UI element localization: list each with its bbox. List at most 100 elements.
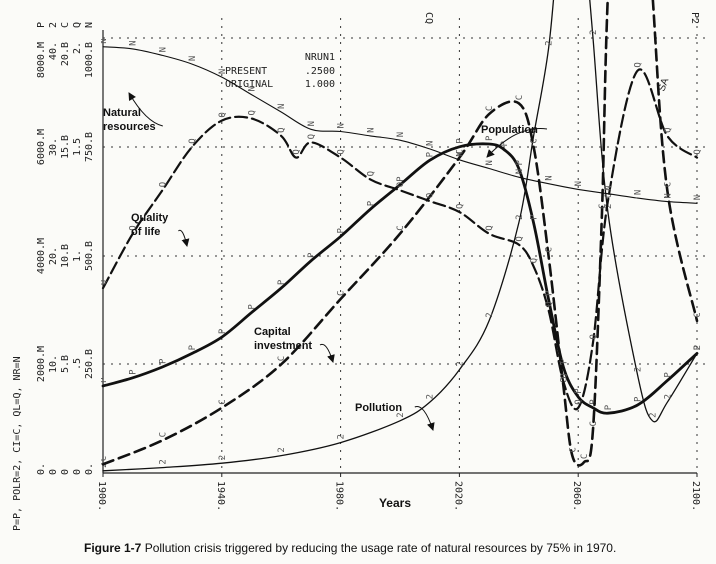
data-point-population: P bbox=[545, 290, 555, 296]
data-point-quality-of-life: Q bbox=[337, 149, 347, 154]
data-point-natural-resources: N bbox=[277, 104, 287, 109]
data-point-natural-resources: N bbox=[604, 185, 614, 190]
series-quality-of-life: Q Q Q Q Q Q Q Q Q Q Q Q Q Q Q Q Q Q Q Q Q Q Q Q Q bbox=[99, 62, 703, 411]
annotation-arrow bbox=[486, 128, 548, 158]
data-point-population: P bbox=[530, 214, 540, 220]
data-point-natural-resources: N bbox=[515, 169, 525, 174]
y-tick-label: 750.B bbox=[84, 132, 95, 162]
y-tick-label: 10.B bbox=[60, 244, 71, 268]
data-point-pollution: 2 bbox=[693, 345, 703, 350]
annotation-pollution: Pollution bbox=[355, 402, 435, 431]
data-point-capital-investment: C bbox=[568, 447, 578, 452]
data-point-population: P bbox=[604, 404, 614, 410]
series-line-capital-investment bbox=[101, 0, 699, 467]
y-scale-symbol: Q bbox=[72, 22, 83, 28]
data-point-pollution: 2 bbox=[545, 40, 555, 45]
data-point-quality-of-life: Q bbox=[515, 236, 525, 241]
chart: 1900. 1940. 1980. 2020. 2060. 2100.Years0.200… bbox=[12, 0, 705, 530]
data-point-quality-of-life: Q bbox=[634, 62, 644, 67]
data-point-capital-investment: C bbox=[693, 312, 703, 317]
data-point-pollution: 2 bbox=[277, 447, 287, 452]
y-scale-symbol: C bbox=[60, 22, 71, 28]
y-tick-label: 20.B bbox=[60, 42, 71, 66]
data-point-natural-resources: N bbox=[99, 38, 109, 43]
data-point-natural-resources: N bbox=[663, 193, 673, 198]
y-tick-label: 6000.M bbox=[36, 129, 47, 165]
data-point-natural-resources: N bbox=[158, 47, 168, 52]
data-point-quality-of-life: Q bbox=[455, 204, 465, 209]
data-point-natural-resources: N bbox=[634, 190, 644, 195]
y-scale-4: 0. 250.B 500.B 750.B 1000.B N bbox=[84, 22, 95, 475]
data-point-population: P bbox=[396, 176, 406, 182]
y-tick-label: 1000.B bbox=[84, 42, 95, 78]
data-point-capital-investment: C bbox=[559, 378, 569, 383]
y-tick-label: 2. bbox=[72, 42, 83, 54]
data-point-pollution: 2 bbox=[455, 361, 465, 366]
top-marker-cq: CQ bbox=[423, 12, 434, 24]
data-point-population: P bbox=[663, 372, 673, 378]
data-point-natural-resources: N bbox=[248, 86, 258, 91]
x-tick-label: 2100. bbox=[690, 481, 701, 511]
y-tick-label: 15.B bbox=[60, 135, 71, 159]
annotation-label: Pollution bbox=[355, 402, 402, 414]
data-point-pollution: 2 bbox=[530, 127, 540, 132]
data-point-capital-investment: C bbox=[530, 138, 540, 143]
x-tick-label: 2060. bbox=[571, 481, 582, 511]
annotation-arrow bbox=[319, 343, 335, 363]
data-point-natural-resources: N bbox=[485, 160, 495, 165]
data-point-quality-of-life: Q bbox=[366, 171, 376, 176]
x-tick-label: 1980. bbox=[334, 481, 345, 511]
data-point-natural-resources: N bbox=[545, 175, 555, 180]
series-pollution: 2 2 2 2 2 2 2 2 2 2 2 2 2 2 2 2 2 2 bbox=[101, 0, 703, 472]
run-param-label: ORIGINAL bbox=[225, 79, 273, 90]
data-point-population: P bbox=[366, 200, 376, 206]
series-line-population bbox=[101, 142, 699, 415]
data-point-pollution: 2 bbox=[634, 367, 644, 372]
data-point-natural-resources: N bbox=[396, 132, 406, 137]
data-point-quality-of-life: Q bbox=[663, 127, 673, 132]
annotation-label: Quality bbox=[131, 212, 169, 224]
data-point-pollution: 2 bbox=[426, 394, 436, 399]
y-tick-label: 500.B bbox=[84, 241, 95, 271]
data-point-natural-resources: N bbox=[307, 121, 317, 126]
data-point-capital-investment: C bbox=[589, 421, 599, 426]
series-natural-resources: N N N N N N N N N N N N N N N N N N N N N bbox=[99, 38, 703, 204]
y-tick-label: 10. bbox=[48, 355, 59, 373]
y-scale-symbol: N bbox=[84, 22, 95, 28]
data-point-quality-of-life: Q bbox=[99, 280, 109, 285]
y-tick-label: 1.5 bbox=[72, 138, 83, 156]
data-point-population: P bbox=[574, 388, 584, 394]
data-point-quality-of-life: Q bbox=[129, 225, 139, 230]
series-line-natural-resources bbox=[102, 46, 698, 204]
data-point-capital-investment: C bbox=[455, 149, 465, 154]
data-point-population: P bbox=[188, 344, 198, 350]
y-tick-label: 250.B bbox=[84, 349, 95, 379]
data-point-capital-investment: C bbox=[277, 356, 287, 361]
y-tick-label: 1. bbox=[72, 250, 83, 262]
data-point-quality-of-life: Q bbox=[693, 149, 703, 154]
data-point-population: P bbox=[515, 160, 525, 166]
data-point-population: P bbox=[307, 252, 317, 258]
annotation-natural-resources: Natural resources bbox=[103, 92, 163, 133]
data-point-capital-investment: C bbox=[580, 454, 590, 459]
data-point-pollution: 2 bbox=[604, 204, 614, 209]
data-point-population: P bbox=[634, 396, 644, 402]
series-line-quality-of-life bbox=[101, 68, 699, 411]
data-point-natural-resources: N bbox=[337, 123, 347, 128]
x-tick-label: 2020. bbox=[452, 481, 463, 511]
y-scale-2: 0 5.B 10.B 15.B 20.B C bbox=[60, 22, 71, 475]
y-tick-label: 0. bbox=[36, 463, 47, 475]
data-point-population: P bbox=[500, 140, 510, 146]
data-point-quality-of-life: Q bbox=[277, 127, 287, 132]
y-tick-label: .5 bbox=[72, 358, 83, 370]
data-point-pollution: 2 bbox=[218, 455, 228, 460]
annotation-label: Natural bbox=[103, 107, 141, 119]
data-point-capital-investment: C bbox=[218, 399, 228, 404]
data-point-pollution: 2 bbox=[396, 412, 406, 417]
annotation-arrow bbox=[414, 405, 435, 431]
data-point-population: P bbox=[559, 358, 569, 364]
y-tick-label: 30. bbox=[48, 138, 59, 156]
run-name: NRUN1 bbox=[305, 52, 335, 63]
